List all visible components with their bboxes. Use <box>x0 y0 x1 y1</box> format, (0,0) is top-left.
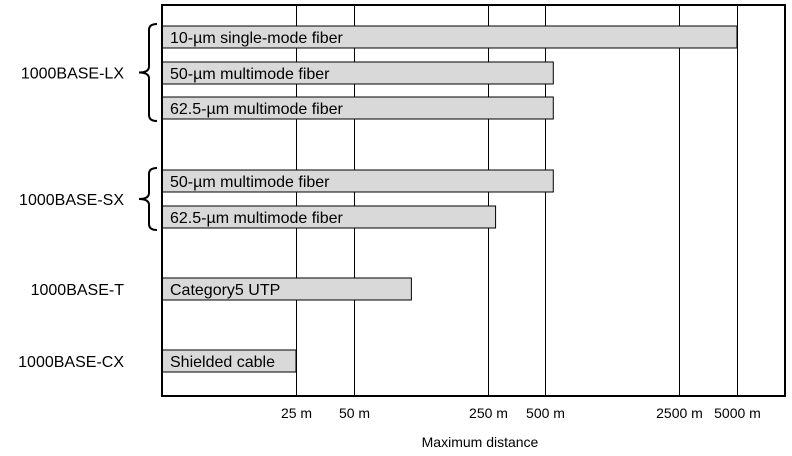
x-tick-label: 50 m <box>339 405 370 421</box>
bar-label: 10-µm single-mode fiber <box>170 30 344 47</box>
x-tick-label: 5000 m <box>714 405 761 421</box>
plot-frame <box>161 4 786 397</box>
bar-label: 62.5-µm multimode fiber <box>170 101 344 118</box>
bar-label: Category5 UTP <box>170 282 280 299</box>
group-labels: 1000BASE-LX 1000BASE-SX 1000BASE-T 1000BASE… <box>18 23 158 371</box>
bar-label: 50-µm multimode fiber <box>170 66 330 83</box>
x-tick-label: 500 m <box>526 405 565 421</box>
bars: 10-µm single-mode fiber 50-µm multimode f… <box>161 25 738 373</box>
x-tick-labels: 25 m 50 m 250 m 500 m 2500 m 5000 m <box>281 405 761 421</box>
x-tick-label: 25 m <box>281 405 312 421</box>
group-label: 1000BASE-T <box>31 282 125 299</box>
group-label: 1000BASE-LX <box>21 66 125 83</box>
group-brace <box>138 167 158 231</box>
x-axis-title: Maximum distance <box>422 434 539 450</box>
x-tick-label: 2500 m <box>656 405 703 421</box>
group-brace <box>138 23 158 122</box>
x-tick-label: 250 m <box>469 405 508 421</box>
group-label: 1000BASE-CX <box>18 354 124 371</box>
bar-label: 50-µm multimode fiber <box>170 174 330 191</box>
bar-label: 62.5-µm multimode fiber <box>170 210 344 227</box>
bar-label: Shielded cable <box>170 354 275 371</box>
group-label: 1000BASE-SX <box>19 192 124 209</box>
